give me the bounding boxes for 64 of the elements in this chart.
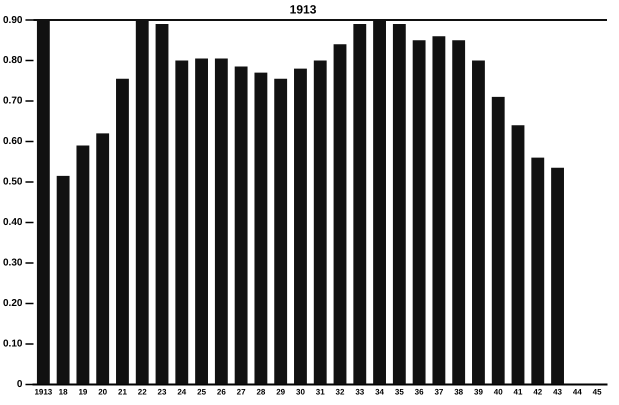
bar xyxy=(234,66,248,384)
x-tick-label: 31 xyxy=(316,387,326,396)
bar xyxy=(274,78,288,384)
x-tick-label: 36 xyxy=(414,387,424,396)
x-tick-label: 22 xyxy=(138,387,148,396)
x-tick-label: 34 xyxy=(375,387,385,396)
bar xyxy=(254,72,268,384)
y-tick-label: 0.70 xyxy=(2,96,23,107)
x-tick-label: 44 xyxy=(572,387,582,396)
bar xyxy=(76,146,90,384)
y-tick-label: 0.80 xyxy=(2,55,23,66)
x-tick-label: 45 xyxy=(592,387,602,396)
y-tick-label: 0.20 xyxy=(2,298,23,310)
bar xyxy=(551,168,564,384)
y-tick-label: 0.10 xyxy=(2,338,23,350)
x-tick-label: 38 xyxy=(454,387,464,396)
bar xyxy=(452,40,466,384)
y-tick-label: 0.30 xyxy=(2,258,23,269)
x-tick-label: 35 xyxy=(394,387,404,396)
x-tick-label: 24 xyxy=(177,387,187,396)
x-tick-label: 37 xyxy=(434,387,444,396)
text: 1913 xyxy=(290,2,317,16)
bar xyxy=(294,68,307,384)
x-tick-label: 42 xyxy=(533,387,543,396)
x-tick-label: 43 xyxy=(553,387,563,396)
x-tick-label: 23 xyxy=(158,387,168,396)
bar xyxy=(175,60,188,384)
x-tick-label: 40 xyxy=(494,387,504,396)
x-tick-label: 29 xyxy=(276,387,286,396)
bar xyxy=(353,24,366,384)
x-tick-label: 18 xyxy=(58,387,68,396)
bar xyxy=(116,78,129,384)
bar xyxy=(156,24,168,384)
bar xyxy=(334,44,346,384)
x-tick-label: 27 xyxy=(236,387,246,396)
bar xyxy=(56,176,70,384)
x-tick-label: 1913 xyxy=(34,387,53,396)
x-tick-label: 19 xyxy=(78,387,88,396)
x-tick-label: 21 xyxy=(118,387,128,396)
bar xyxy=(214,58,228,384)
x-tick-label: 20 xyxy=(98,387,108,396)
y-tick-label: 0.90 xyxy=(2,14,23,26)
x-tick-label: 26 xyxy=(216,387,226,396)
bar xyxy=(392,24,406,384)
y-tick-label: 0.60 xyxy=(2,136,23,148)
x-tick-label: 33 xyxy=(355,387,365,396)
x-tick-label: 32 xyxy=(336,387,346,396)
y-tick-label: 0.40 xyxy=(2,217,23,228)
x-tick-label: 41 xyxy=(514,387,523,396)
bar xyxy=(432,36,446,384)
bar xyxy=(512,125,524,384)
bar xyxy=(492,96,505,384)
x-tick-label: 39 xyxy=(474,387,484,396)
bar xyxy=(531,158,544,384)
bar xyxy=(472,60,485,384)
x-tick-label: 25 xyxy=(197,387,207,396)
bar xyxy=(195,58,208,384)
y-tick-label: 0.50 xyxy=(2,176,23,188)
bar xyxy=(314,60,327,384)
bar xyxy=(412,40,426,384)
bar xyxy=(96,133,110,384)
y-tick-label: 0 xyxy=(16,379,23,390)
x-tick-label: 30 xyxy=(296,387,306,396)
x-tick-label: 28 xyxy=(256,387,266,396)
